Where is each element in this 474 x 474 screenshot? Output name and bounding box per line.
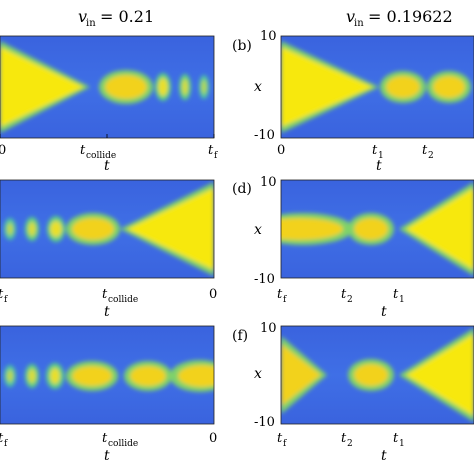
svg-text:t: t	[104, 304, 110, 320]
panel-e-plot	[0, 326, 214, 424]
tick-a-1: t	[80, 143, 86, 158]
svg-text:t: t	[104, 448, 110, 464]
svg-text:f: f	[283, 295, 287, 305]
svg-text:t: t	[341, 287, 347, 302]
svg-text:t: t	[102, 431, 108, 446]
svg-text:1: 1	[399, 439, 405, 449]
svg-text:t: t	[277, 287, 283, 302]
svg-text:10: 10	[260, 321, 277, 336]
panel-a-wedge	[0, 47, 84, 127]
title-right: v in = 0.19622	[346, 7, 453, 29]
svg-text:2: 2	[347, 295, 353, 305]
svg-text:v: v	[346, 7, 355, 26]
svg-text:0: 0	[277, 143, 285, 158]
svg-text:t: t	[393, 431, 399, 446]
panel-a-plot	[0, 36, 214, 138]
svg-text:2: 2	[347, 439, 353, 449]
svg-text:t: t	[422, 143, 428, 158]
panel-label-d: (d)	[232, 181, 252, 197]
panel-label-b: (b)	[232, 38, 252, 54]
svg-text:x: x	[254, 366, 262, 382]
panel-a-breather-2	[158, 78, 168, 96]
panel-d: (d) 10 -10 x t f t 2 t 1 t	[232, 175, 474, 320]
panel-c-plot	[0, 180, 214, 278]
title-left: v in = 0.21	[78, 7, 154, 29]
panel-f-plot	[281, 326, 474, 424]
svg-text:10: 10	[260, 175, 277, 190]
svg-text:x: x	[254, 222, 262, 238]
ylabel-b: x	[254, 79, 262, 95]
svg-text:= 0.21: = 0.21	[100, 7, 154, 26]
svg-text:f: f	[214, 151, 218, 161]
panel-b-breather-1	[386, 76, 420, 98]
panel-c-wedge	[127, 188, 214, 270]
panel-f: (f) 10 -10 x t f t 2 t 1 t	[232, 321, 474, 464]
panel-a-breather-4	[201, 80, 207, 94]
svg-text:t: t	[376, 158, 382, 174]
panel-b-breather-2	[433, 76, 465, 98]
svg-text:1: 1	[399, 295, 405, 305]
svg-text:0: 0	[209, 287, 217, 302]
svg-text:t: t	[381, 304, 387, 320]
svg-text:t: t	[0, 431, 4, 446]
panel-e: t f t collide 0 t	[0, 325, 217, 464]
svg-text:collide: collide	[108, 439, 138, 449]
panel-b-wedge	[281, 47, 373, 127]
svg-text:-10: -10	[254, 415, 275, 430]
panel-a-breather-3	[182, 79, 188, 95]
panel-c: t f t collide 0 t	[0, 179, 217, 320]
ytick-b-bottom: -10	[254, 128, 275, 143]
svg-text:t: t	[381, 448, 387, 464]
svg-text:t: t	[372, 143, 378, 158]
svg-text:collide: collide	[108, 295, 138, 305]
svg-text:t: t	[102, 287, 108, 302]
svg-text:t: t	[277, 431, 283, 446]
tick-a-0: 0	[0, 143, 6, 158]
svg-text:f: f	[4, 439, 8, 449]
svg-text:v: v	[78, 7, 87, 26]
panel-f-wedge	[406, 334, 474, 416]
svg-text:2: 2	[428, 151, 434, 161]
xlabel-a: t	[104, 158, 110, 174]
panel-c-breather-1	[72, 218, 114, 240]
svg-text:collide: collide	[86, 151, 116, 161]
panel-d-wedge	[406, 188, 474, 270]
svg-text:1: 1	[378, 151, 384, 161]
panel-b: (b) 10 -10 x 0 t 1 t 2 t	[232, 29, 474, 174]
panel-a: 0 t collide t f t	[0, 35, 218, 174]
svg-text:t: t	[0, 287, 4, 302]
svg-text:f: f	[283, 439, 287, 449]
svg-text:0: 0	[209, 431, 217, 446]
svg-text:-10: -10	[254, 272, 275, 287]
tick-a-2: t	[208, 143, 214, 158]
svg-text:= 0.19622: = 0.19622	[368, 7, 453, 26]
panel-a-breather-1	[105, 75, 147, 99]
svg-text:in: in	[354, 18, 364, 29]
panel-b-plot	[281, 36, 474, 138]
svg-text:t: t	[341, 431, 347, 446]
ytick-b-top: 10	[260, 29, 277, 44]
panel-d-plot	[281, 180, 474, 278]
svg-text:t: t	[393, 287, 399, 302]
panel-label-f: (f)	[232, 328, 248, 344]
svg-text:in: in	[86, 18, 96, 29]
svg-text:f: f	[4, 295, 8, 305]
